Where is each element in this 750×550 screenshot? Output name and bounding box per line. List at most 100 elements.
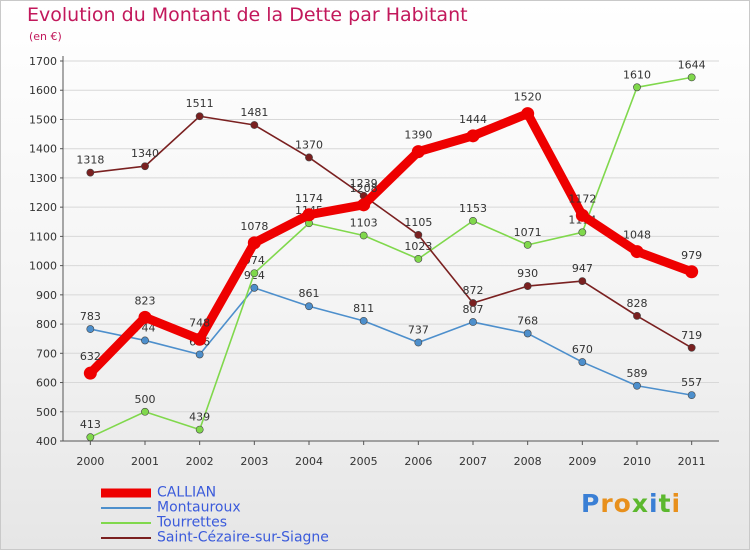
data-point-tourrettes: [633, 83, 641, 92]
data-point-callian: [466, 129, 480, 143]
y-tick-label: 1600: [29, 84, 57, 97]
data-label-callian: 979: [681, 249, 702, 262]
data-point-saint-cezaire-sur-siagne: [195, 112, 204, 121]
brand-logo-letter: t: [658, 489, 672, 518]
data-point-tourrettes: [414, 254, 423, 263]
data-point-montauroux: [633, 381, 641, 390]
y-tick-label: 1000: [29, 260, 57, 273]
data-label-tourrettes: 1644: [678, 58, 706, 71]
y-tick-label: 1700: [29, 55, 57, 68]
legend-item: Tourrettes: [101, 515, 361, 530]
data-point-saint-cezaire-sur-siagne: [141, 162, 149, 171]
x-tick-label: 2010: [623, 455, 651, 468]
data-point-saint-cezaire-sur-siagne: [305, 153, 313, 162]
data-label-tourrettes: 500: [135, 393, 156, 406]
data-point-montauroux: [86, 325, 95, 333]
x-tick-label: 2001: [131, 455, 159, 468]
data-label-callian: 1208: [350, 182, 378, 195]
chart-title: Evolution du Montant de la Dette par Hab…: [27, 4, 468, 26]
data-point-callian: [411, 145, 425, 159]
data-label-saint-cezaire-sur-siagne: 1340: [131, 147, 159, 160]
data-point-montauroux: [305, 302, 313, 311]
data-label-callian: 632: [80, 350, 101, 363]
y-tick-label: 900: [36, 289, 57, 302]
y-tick-label: 600: [36, 377, 57, 390]
data-point-callian: [193, 332, 207, 346]
legend-item: CALLIAN: [101, 485, 361, 500]
data-point-saint-cezaire-sur-siagne: [633, 311, 641, 320]
data-label-montauroux: 768: [517, 314, 538, 327]
y-tick-label: 1400: [29, 143, 57, 156]
x-tick-label: 2006: [404, 455, 432, 468]
data-label-saint-cezaire-sur-siagne: 719: [681, 329, 702, 342]
brand-logo-letter: i: [649, 489, 659, 518]
brand-logo: Proxiti: [581, 489, 691, 525]
data-label-callian: 1390: [404, 129, 432, 142]
x-tick-label: 2005: [350, 455, 378, 468]
data-point-tourrettes: [86, 433, 95, 442]
series-line-montauroux: [89, 287, 693, 396]
data-point-tourrettes: [469, 216, 477, 225]
x-tick-label: 2003: [240, 455, 268, 468]
data-label-montauroux: 811: [353, 302, 374, 315]
y-tick-label: 1100: [29, 230, 57, 243]
data-label-saint-cezaire-sur-siagne: 1481: [240, 106, 268, 119]
legend-label: CALLIAN: [157, 484, 217, 500]
y-tick-label: 400: [36, 435, 57, 448]
legend-label: Saint-Cézaire-sur-Siagne: [157, 529, 329, 545]
data-label-montauroux: 557: [681, 376, 702, 389]
x-tick-label: 2011: [678, 455, 706, 468]
data-point-montauroux: [578, 358, 587, 366]
data-label-saint-cezaire-sur-siagne: 1370: [295, 138, 323, 151]
data-point-callian: [521, 107, 535, 121]
data-label-montauroux: 589: [627, 367, 648, 380]
y-tick-label: 800: [36, 318, 57, 331]
data-label-saint-cezaire-sur-siagne: 947: [572, 262, 593, 275]
brand-logo-text: Proxiti: [581, 489, 681, 518]
x-tick-label: 2009: [568, 455, 596, 468]
data-point-montauroux: [414, 338, 423, 347]
data-point-montauroux: [523, 329, 532, 338]
data-point-tourrettes: [250, 269, 259, 278]
data-label-tourrettes: 1610: [623, 68, 651, 81]
y-tick-label: 1500: [29, 113, 57, 126]
data-label-saint-cezaire-sur-siagne: 1318: [76, 154, 104, 167]
data-point-tourrettes: [141, 407, 149, 416]
data-point-tourrettes: [523, 240, 532, 249]
data-point-callian: [83, 366, 97, 380]
legend-item: Saint-Cézaire-sur-Siagne: [101, 530, 361, 545]
data-label-montauroux: 783: [80, 310, 101, 323]
data-point-tourrettes: [359, 231, 368, 240]
data-point-tourrettes: [578, 228, 587, 237]
legend-swatch: [101, 488, 151, 497]
data-point-montauroux: [359, 316, 368, 325]
data-point-callian: [575, 208, 589, 222]
data-point-tourrettes: [687, 73, 696, 82]
brand-logo-letter: o: [613, 489, 632, 518]
data-label-saint-cezaire-sur-siagne: 1511: [186, 97, 214, 110]
data-point-callian: [630, 245, 644, 259]
data-label-callian: 748: [189, 316, 210, 329]
data-point-saint-cezaire-sur-siagne: [86, 168, 95, 177]
legend-swatch: [101, 521, 151, 524]
data-point-montauroux: [687, 391, 696, 400]
data-label-saint-cezaire-sur-siagne: 872: [463, 284, 484, 297]
data-label-saint-cezaire-sur-siagne: 1239: [350, 177, 378, 190]
legend-item: Montauroux: [101, 500, 361, 515]
data-label-tourrettes: 1071: [514, 226, 542, 239]
brand-logo-letter: i: [671, 489, 682, 518]
data-label-callian: 1048: [623, 229, 651, 242]
data-point-saint-cezaire-sur-siagne: [578, 277, 587, 286]
legend-label: Tourrettes: [157, 514, 228, 530]
x-tick-label: 2007: [459, 455, 487, 468]
data-point-callian: [685, 265, 699, 279]
data-label-montauroux: 670: [572, 343, 593, 356]
data-point-tourrettes: [195, 425, 204, 434]
series-line-saint-cezaire-sur-siagne: [89, 115, 693, 349]
brand-logo-letter: P: [581, 489, 601, 518]
y-tick-label: 1300: [29, 172, 57, 185]
data-label-montauroux: 861: [299, 287, 320, 300]
data-label-callian: 1078: [240, 220, 268, 233]
data-label-tourrettes: 413: [80, 418, 101, 431]
